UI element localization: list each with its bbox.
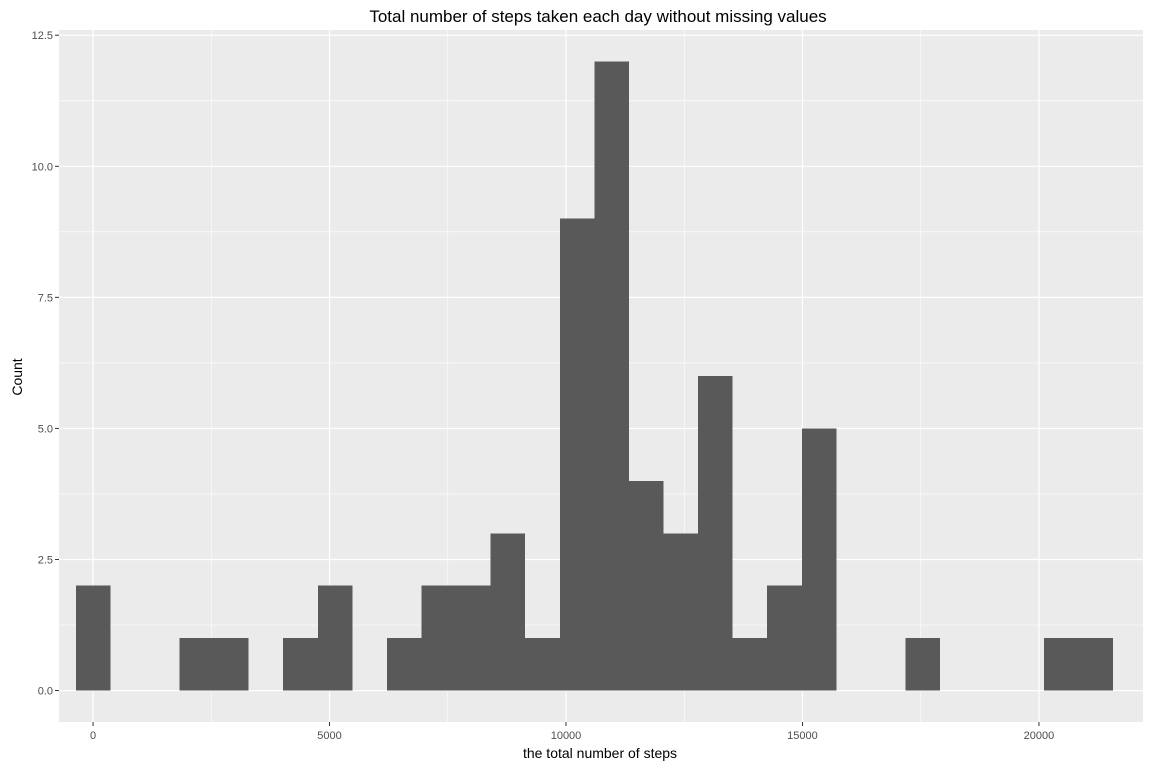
histogram-bar [283,638,318,691]
histogram-bars [75,61,1113,691]
histogram-bar [75,585,111,691]
histogram-bar [801,428,837,691]
histogram-bar [456,585,491,691]
x-tick-label: 15000 [787,730,818,742]
histogram-bar [905,638,941,691]
y-tick-label: 0.0 [38,686,53,698]
histogram-bar [421,585,457,691]
chart-title: Total number of steps taken each day wit… [369,7,826,26]
histogram-bar [490,533,526,691]
y-tick-label: 12.5 [32,30,53,42]
x-tick-label: 5000 [317,730,341,742]
y-tick-label: 7.5 [38,292,53,304]
x-axis-title: the total number of steps [523,745,677,761]
histogram-bar [1078,638,1113,691]
histogram-bar [386,638,422,691]
histogram-bar [767,585,802,691]
histogram-bar [179,638,215,691]
x-axis: 0 5000 10000 15000 20000 [90,722,1054,742]
histogram-bar [317,585,353,691]
y-tick-label: 10.0 [32,161,53,173]
histogram-bar [525,638,560,691]
x-tick-label: 20000 [1024,730,1055,742]
histogram-bar [214,638,249,691]
y-tick-label: 2.5 [38,554,53,566]
y-axis-title: Count [9,358,25,395]
histogram-bar [628,480,664,691]
histogram-bar [698,376,733,691]
histogram-bar [594,61,629,691]
histogram-bar [663,533,699,691]
x-tick-label: 0 [90,730,96,742]
histogram-bar [559,218,595,691]
y-axis: 0.0 2.5 5.0 7.5 10.0 12.5 [32,30,59,698]
histogram-bar [732,638,768,691]
x-tick-label: 10000 [551,730,582,742]
histogram-bar [1043,638,1079,691]
y-tick-label: 5.0 [38,423,53,435]
